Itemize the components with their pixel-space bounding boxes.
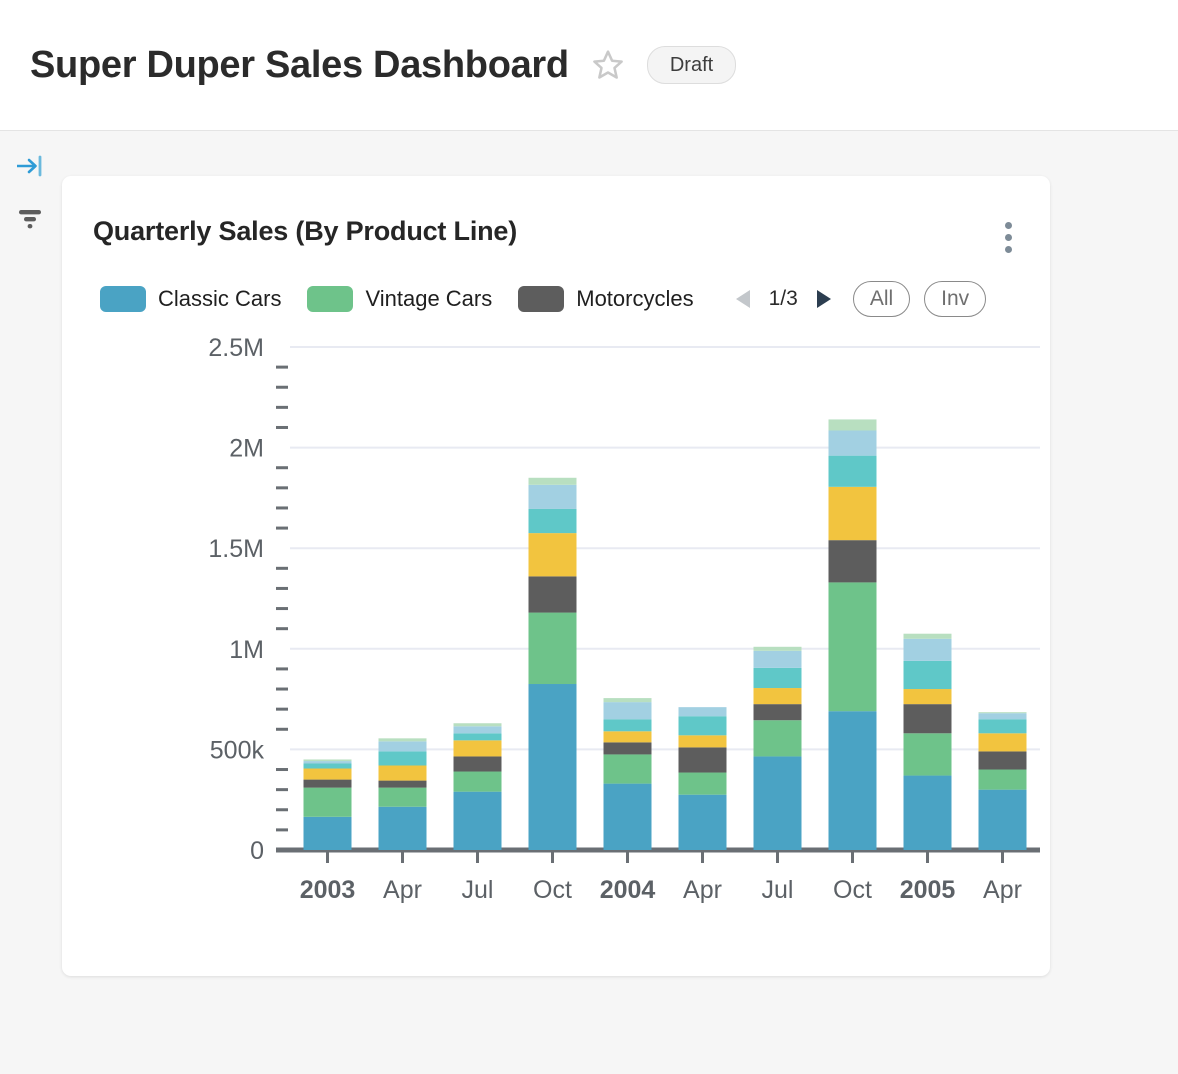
svg-text:Oct: Oct [833, 876, 872, 904]
chart-card: Quarterly Sales (By Product Line) Classi… [62, 176, 1050, 976]
legend-item-motorcycles[interactable]: Motorcycles [518, 286, 694, 313]
expand-panel-icon[interactable] [15, 153, 45, 179]
svg-text:Apr: Apr [683, 876, 722, 904]
status-badge: Draft [646, 46, 737, 84]
filter-icon[interactable] [15, 205, 45, 231]
dashboard-body: Quarterly Sales (By Product Line) Classi… [0, 131, 1178, 1074]
kebab-dot [1005, 246, 1012, 253]
svg-text:1M: 1M [229, 636, 264, 664]
all-button[interactable]: All [852, 281, 911, 318]
kebab-menu-icon[interactable] [997, 216, 1020, 259]
page-title: Super Duper Sales Dashboard [30, 43, 569, 86]
triangle-right-icon[interactable] [807, 283, 839, 315]
legend-item-classic-cars[interactable]: Classic Cars [100, 286, 282, 313]
svg-text:500k: 500k [210, 737, 265, 765]
legend-item-vintage-cars[interactable]: Vintage Cars [307, 286, 493, 313]
legend-pager: 1/3 [728, 283, 839, 315]
app-header: Super Duper Sales Dashboard Draft [0, 0, 1178, 131]
svg-text:2003: 2003 [300, 876, 356, 904]
stacked-bar-chart: 0 500k 1M 1.5M 2M 2.5M 2003 Apr Jul Oct 2004 Apr Jul… [208, 335, 1040, 904]
chart-title: Quarterly Sales (By Product Line) [93, 216, 518, 246]
legend-label-motorcycles: Motorcycles [576, 286, 694, 312]
svg-text:2.5M: 2.5M [208, 335, 264, 362]
star-icon[interactable] [591, 48, 625, 82]
svg-text:Apr: Apr [383, 876, 422, 904]
inv-button[interactable]: Inv [924, 281, 987, 318]
card-header: Quarterly Sales (By Product Line) [62, 176, 1050, 259]
left-rail [0, 131, 60, 231]
svg-text:Jul: Jul [462, 876, 494, 904]
svg-text:0: 0 [250, 837, 264, 865]
svg-text:Oct: Oct [533, 876, 572, 904]
legend-label-classic-cars: Classic Cars [158, 286, 282, 312]
svg-text:2M: 2M [229, 435, 264, 463]
legend-label-vintage-cars: Vintage Cars [365, 286, 493, 312]
pager-count: 1/3 [768, 287, 798, 311]
svg-text:Apr: Apr [983, 876, 1022, 904]
chart-legend: Classic Cars Vintage Cars Motorcycles 1/… [62, 259, 1050, 318]
kebab-dot [1005, 222, 1012, 229]
chart-plot-area: 0 500k 1M 1.5M 2M 2.5M 2003 Apr Jul Oct 2004 Apr Jul… [62, 335, 1050, 925]
svg-text:2004: 2004 [600, 876, 656, 904]
svg-text:2005: 2005 [900, 876, 956, 904]
triangle-left-icon[interactable] [728, 283, 760, 315]
svg-text:1.5M: 1.5M [208, 535, 264, 563]
kebab-dot [1005, 234, 1012, 241]
legend-swatch-vintage-cars [307, 286, 354, 313]
svg-text:Jul: Jul [762, 876, 794, 904]
legend-swatch-classic-cars [100, 286, 146, 313]
legend-swatch-motorcycles [518, 286, 565, 313]
